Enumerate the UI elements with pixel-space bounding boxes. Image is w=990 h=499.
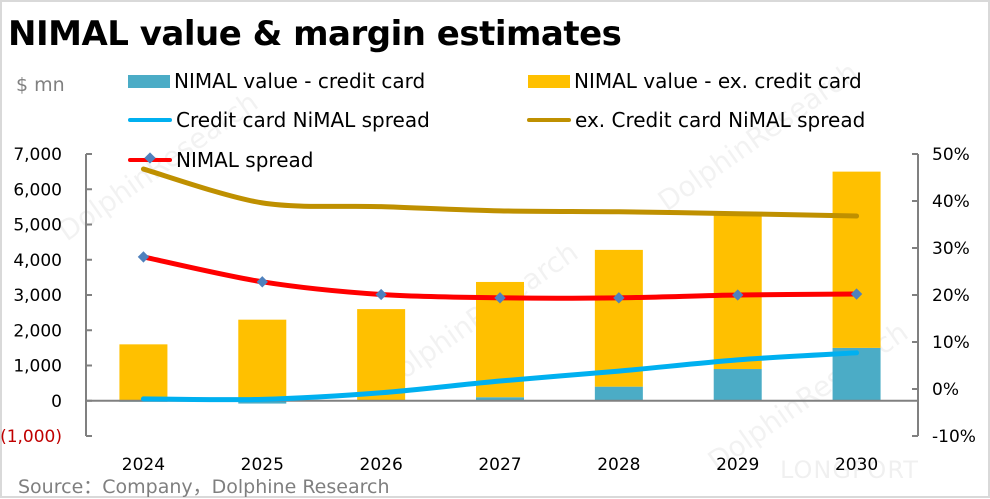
- bar-credit-card-value: [476, 397, 524, 401]
- left-axis-tick-label: 7,000: [13, 145, 62, 165]
- x-axis-tick-label: 2030: [835, 455, 878, 475]
- right-axis-tick-label: 50%: [932, 145, 970, 165]
- legend-swatch: [527, 118, 571, 122]
- x-axis-tick-label: 2025: [241, 455, 284, 475]
- bar-ex-credit-card-value: [832, 171, 881, 348]
- bar-ex-credit-card-value: [119, 344, 168, 401]
- bar-ex-credit-card-value: [594, 249, 643, 387]
- legend-label: NIMAL value - credit card: [174, 69, 426, 93]
- left-axis-tick-label: 3,000: [13, 286, 62, 306]
- legend-label: Credit card NiMAL spread: [176, 108, 430, 132]
- legend-swatch: [128, 74, 170, 88]
- x-axis-tick-label: 2029: [716, 455, 759, 475]
- left-axis-tick-label: 1,000: [13, 357, 62, 377]
- line-credit-card-spread: [140, 350, 860, 403]
- legend-item-ex-credit-card-value: NIMAL value - ex. credit card: [528, 69, 862, 93]
- bar-credit-card-value: [594, 386, 643, 401]
- right-axis-tick-label: 20%: [932, 286, 970, 306]
- bar-ex-credit-card-value: [357, 309, 406, 401]
- legend-swatch: [128, 118, 172, 122]
- x-axis-tick-label: 2028: [597, 455, 640, 475]
- left-axis-tick-label: 2,000: [13, 321, 62, 341]
- legend-label: NIMAL spread: [176, 148, 314, 172]
- bar-credit-card-value: [238, 400, 287, 404]
- legend-item-nimal-spread: NIMAL spread: [128, 148, 313, 172]
- chart-title: NIMAL value & margin estimates: [8, 14, 622, 54]
- nimal-spread-point: [613, 292, 625, 304]
- bar-credit-card-value: [713, 369, 762, 401]
- nimal-spread-point: [375, 288, 387, 301]
- nimal-spread-point: [137, 251, 150, 263]
- legend-label: ex. Credit card NiMAL spread: [575, 108, 866, 132]
- line-ex-credit-card-spread: [140, 166, 860, 219]
- legend-item-credit-card-spread: Credit card NiMAL spread: [128, 108, 430, 132]
- right-axis-tick-label: -10%: [932, 427, 976, 447]
- bar-credit-card-value: [832, 347, 881, 401]
- left-axis-tick-label: 6,000: [13, 180, 62, 200]
- right-axis-tick-label: 40%: [932, 192, 970, 212]
- left-axis-tick-label: 0: [51, 392, 62, 412]
- nimal-spread-point: [850, 288, 863, 300]
- legend-label: NIMAL value - ex. credit card: [574, 69, 862, 93]
- nimal-spread-point: [494, 292, 506, 304]
- longport-watermark: LONGPORT: [780, 456, 919, 484]
- legend-item-ex-credit-card-spread: ex. Credit card NiMAL spread: [527, 108, 865, 132]
- right-axis-tick-label: 10%: [932, 333, 970, 353]
- nimal-spread-point: [256, 276, 268, 288]
- right-axis-tick-label: 0%: [932, 380, 959, 400]
- legend-swatch: [128, 152, 172, 164]
- left-axis-tick-label: 5,000: [13, 216, 62, 236]
- source-note: Source：Company，Dolphine Research: [18, 476, 390, 498]
- right-axis-tick-label: 30%: [932, 239, 970, 259]
- legend-item-credit-card-value: NIMAL value - credit card: [128, 69, 425, 93]
- lines-layer: [137, 166, 863, 403]
- nimal-spread-point: [732, 289, 744, 301]
- bar-ex-credit-card-value: [238, 319, 287, 401]
- tick-labels-layer: 7,000 6,000 5,000 4,000 3,000 2,000 1,000 0 (1,0…: [0, 145, 976, 475]
- left-axis-tick-label: 4,000: [13, 251, 62, 271]
- bars-layer: [119, 171, 881, 404]
- x-axis-tick-label: 2024: [122, 455, 165, 475]
- x-axis-tick-label: 2027: [478, 455, 521, 475]
- left-axis-tick-label: (1,000): [0, 427, 62, 447]
- x-axis-tick-label: 2026: [360, 455, 403, 475]
- legend-swatch: [528, 74, 570, 88]
- unit-label: $ mn: [16, 74, 65, 96]
